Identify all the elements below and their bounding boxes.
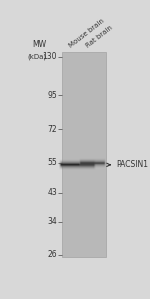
Text: MW: MW bbox=[33, 39, 47, 48]
Text: 72: 72 bbox=[48, 125, 57, 134]
Text: PACSIN1: PACSIN1 bbox=[116, 160, 148, 169]
Text: (kDa): (kDa) bbox=[28, 53, 47, 60]
Bar bbox=[62, 52, 106, 257]
Text: 34: 34 bbox=[47, 217, 57, 226]
Text: 26: 26 bbox=[48, 251, 57, 260]
Text: 130: 130 bbox=[43, 52, 57, 61]
Text: 95: 95 bbox=[47, 91, 57, 100]
Text: Mouse brain: Mouse brain bbox=[68, 17, 105, 48]
Text: Rat brain: Rat brain bbox=[85, 24, 114, 48]
Text: 55: 55 bbox=[47, 158, 57, 167]
Text: 43: 43 bbox=[47, 188, 57, 197]
